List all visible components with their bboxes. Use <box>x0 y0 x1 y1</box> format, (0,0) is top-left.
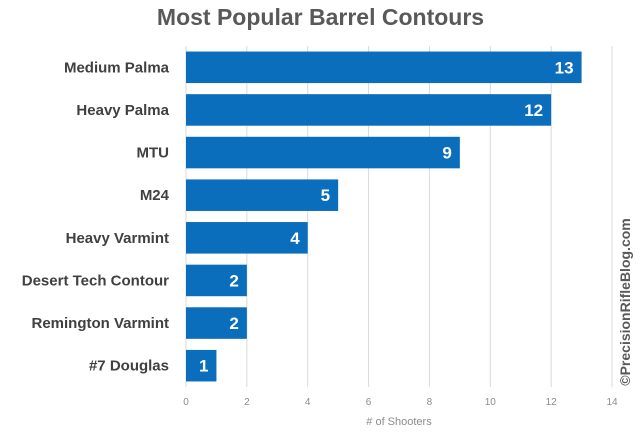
bar <box>186 349 217 382</box>
category-label: Medium Palma <box>64 59 170 76</box>
x-axis-title: # of Shooters <box>366 416 432 428</box>
bar <box>186 51 582 84</box>
data-label: 4 <box>290 229 300 248</box>
data-label: 5 <box>321 186 330 205</box>
bars <box>186 51 582 382</box>
bar <box>186 307 247 339</box>
bar <box>186 136 460 169</box>
bar <box>186 222 308 254</box>
x-tick-label: 4 <box>305 397 311 408</box>
category-labels: Medium Palma Heavy Palma MTU M24 Heavy Varmi… <box>22 59 170 374</box>
chart-title: Most Popular Barrel Contours <box>156 4 485 30</box>
x-tick-labels: 0 2 4 6 8 10 12 14 <box>183 397 618 408</box>
data-label: 2 <box>229 314 238 333</box>
x-tick-label: 10 <box>485 397 497 408</box>
category-label: Heavy Varmint <box>66 230 169 247</box>
category-label: Desert Tech Contour <box>22 272 169 289</box>
data-label: 1 <box>199 357 208 376</box>
x-tick-label: 8 <box>427 397 433 408</box>
data-label: 2 <box>229 271 238 290</box>
x-tick-label: 12 <box>546 397 558 408</box>
bar <box>186 94 552 126</box>
data-labels: 13 12 9 5 4 2 2 1 <box>199 58 574 375</box>
data-label: 12 <box>524 101 543 120</box>
x-tick-label: 0 <box>183 397 189 408</box>
category-label: MTU <box>137 145 170 162</box>
x-tick-label: 2 <box>244 397 250 408</box>
category-label: #7 Douglas <box>89 358 169 375</box>
category-label: M24 <box>140 187 170 204</box>
data-label: 9 <box>442 144 451 163</box>
data-label: 13 <box>555 58 574 77</box>
category-label: Heavy Palma <box>76 102 169 119</box>
bar <box>186 179 339 211</box>
bar <box>186 264 247 297</box>
x-tick-label: 6 <box>366 397 372 408</box>
category-label: Remington Varmint <box>31 315 169 332</box>
x-tick-label: 14 <box>606 397 618 408</box>
watermark-text: ©PrecisionRifleBlog.com <box>617 218 633 385</box>
